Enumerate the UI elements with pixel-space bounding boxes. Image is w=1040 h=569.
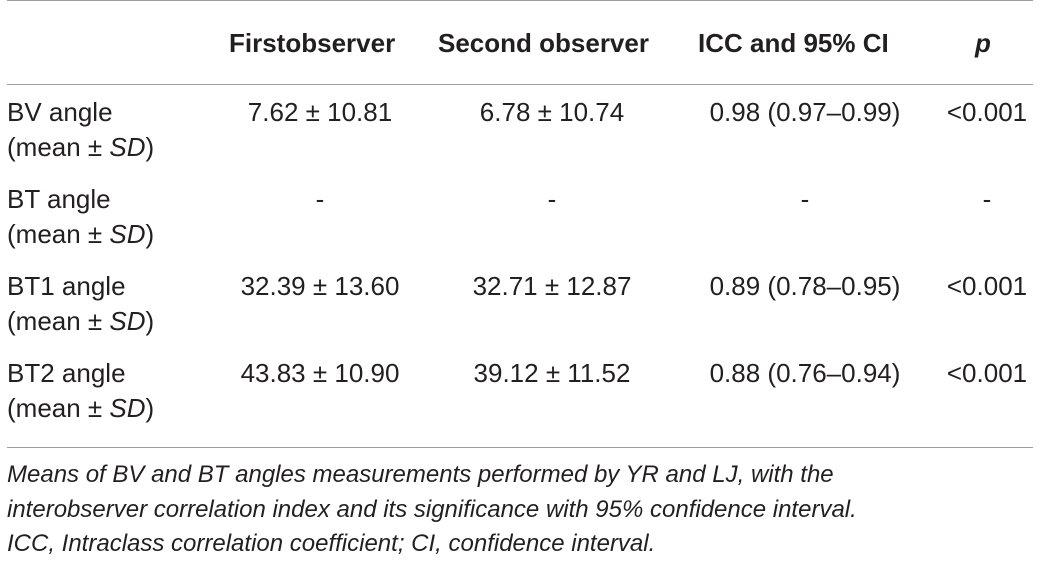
row-label-main: BT2 angle xyxy=(7,358,126,388)
row-label-sub-suffix: ) xyxy=(145,132,155,162)
row-label-sd: SD xyxy=(109,306,146,336)
row-label-sd: SD xyxy=(109,393,146,423)
cell-first-observer: 7.62 ± 10.81 xyxy=(247,97,393,127)
cell-second-observer: 39.12 ± 11.52 xyxy=(473,358,631,388)
table-row: BT2 angle (mean ± SD) 43.83 ± 10.90 39.1… xyxy=(7,356,1033,436)
row-label-sd: SD xyxy=(109,132,146,162)
row-label-sub-prefix: (mean ± xyxy=(7,132,110,162)
table-row: BT angle (mean ± SD) - - - - xyxy=(7,182,1033,262)
row-label-sub-prefix: (mean ± xyxy=(7,306,110,336)
cell-first-observer: 43.83 ± 10.90 xyxy=(240,358,400,388)
cell-icc: 0.89 (0.78–0.95) xyxy=(709,271,901,301)
row-label: BV angle (mean ± SD) xyxy=(7,95,154,165)
cell-p-value: <0.001 xyxy=(946,358,1028,388)
cell-second-observer: 6.78 ± 10.74 xyxy=(479,97,625,127)
cell-p-value: <0.001 xyxy=(946,97,1028,127)
footnote-line: interobserver correlation index and its … xyxy=(7,495,857,523)
table-header-rule xyxy=(7,84,1033,85)
table-row: BV angle (mean ± SD) 7.62 ± 10.81 6.78 ±… xyxy=(7,95,1033,175)
row-label-sub-suffix: ) xyxy=(145,219,155,249)
cell-icc: 0.88 (0.76–0.94) xyxy=(709,358,901,388)
header-first-observer: Firstobserver xyxy=(229,28,396,58)
row-label-main: BV angle xyxy=(7,97,113,127)
header-second-observer: Second observer xyxy=(438,28,649,58)
row-label-sub: (mean ± SD) xyxy=(7,304,154,339)
table-row: BT1 angle (mean ± SD) 32.39 ± 13.60 32.7… xyxy=(7,269,1033,349)
row-label-sub: (mean ± SD) xyxy=(7,217,154,252)
row-label-sub-suffix: ) xyxy=(145,393,155,423)
table-footnote: Means of BV and BT angles measurements p… xyxy=(7,458,1037,562)
row-label-sub-suffix: ) xyxy=(145,306,155,336)
row-label-sub-prefix: (mean ± xyxy=(7,219,110,249)
cell-p-value: <0.001 xyxy=(946,271,1028,301)
row-label-main: BT angle xyxy=(7,184,111,214)
header-icc: ICC and 95% CI xyxy=(698,28,889,58)
table-bottom-rule xyxy=(7,447,1033,448)
row-label: BT1 angle (mean ± SD) xyxy=(7,269,154,339)
row-label-sd: SD xyxy=(109,219,146,249)
cell-first-observer: 32.39 ± 13.60 xyxy=(240,271,400,301)
row-label-sub: (mean ± SD) xyxy=(7,130,154,165)
header-p-value: p xyxy=(975,28,991,58)
row-label-sub: (mean ± SD) xyxy=(7,391,154,426)
footnote-line: Means of BV and BT angles measurements p… xyxy=(7,461,834,488)
row-label: BT angle (mean ± SD) xyxy=(7,182,154,252)
cell-icc: 0.98 (0.97–0.99) xyxy=(709,97,901,127)
row-label-sub-prefix: (mean ± xyxy=(7,393,110,423)
cell-first-observer: - xyxy=(315,184,325,214)
row-label-main: BT1 angle xyxy=(7,271,126,301)
row-label: BT2 angle (mean ± SD) xyxy=(7,356,154,426)
cell-icc: - xyxy=(800,184,810,214)
cell-p-value: - xyxy=(982,184,992,214)
cell-second-observer: 32.71 ± 12.87 xyxy=(472,271,632,301)
cell-second-observer: - xyxy=(547,184,557,214)
table-top-rule xyxy=(7,0,1033,1)
footnote-line: ICC, Intraclass correlation coefficient;… xyxy=(7,530,656,557)
